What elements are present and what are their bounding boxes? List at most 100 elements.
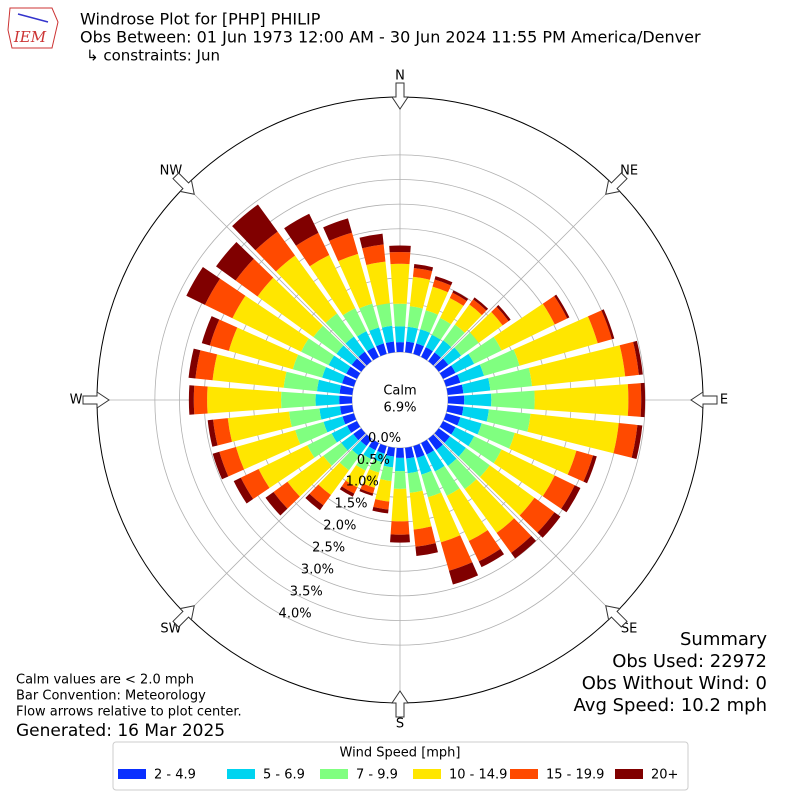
grid-spoke (433, 185, 615, 367)
radial-tick-label: 2.5% (312, 541, 345, 556)
wind-bar-segment (347, 421, 361, 433)
wind-bar-segment (488, 367, 533, 391)
summary-line: Summary (680, 629, 767, 650)
logo-shape (7, 7, 59, 49)
wind-bar-segment (315, 394, 340, 406)
wind-bar-segment (407, 306, 423, 329)
wind-bar-segment (509, 432, 577, 475)
wind-bar-segment (232, 204, 278, 251)
wind-bar-segment (356, 454, 372, 471)
wind-bar-segment (534, 384, 629, 416)
wind-bar-segment (328, 355, 351, 374)
wind-bar-segment (367, 347, 379, 361)
wind-bar-segment (412, 267, 433, 280)
wind-bar-segment (491, 390, 535, 410)
wind-bar-segment (369, 327, 384, 347)
wind-bar-segment (380, 465, 393, 482)
wind-bar-segment (434, 358, 449, 372)
legend-label: 5 - 6.9 (263, 768, 305, 783)
wind-bar-segment (353, 428, 366, 441)
wind-bar-segment (434, 428, 450, 443)
summary-line: Obs Used: 22972 (612, 651, 767, 672)
radial-tick-label: 3.5% (290, 584, 323, 599)
wind-bar-segment (322, 367, 345, 384)
note: Calm values are < 2.0 mph (16, 673, 194, 688)
wind-bar-segment (342, 308, 367, 337)
legend-swatch (320, 769, 348, 779)
wind-bar-segment (627, 383, 642, 417)
radial-tick-label: 2.0% (323, 519, 356, 534)
wind-bar-segment (309, 484, 331, 506)
flow-arrow (391, 82, 409, 110)
wind-bar-segment (468, 336, 502, 364)
wind-bar-segment (427, 492, 461, 543)
flow-arrow (82, 391, 110, 409)
wind-bar-segment (406, 457, 418, 474)
wind-bar-segment (439, 365, 456, 379)
wind-bar-segment (342, 375, 357, 387)
wind-bar-segment (323, 218, 352, 241)
wind-bar-segment (351, 358, 366, 372)
wind-bar-segment (305, 493, 324, 511)
wind-bar-segment (186, 267, 221, 305)
wind-bar-segment (359, 233, 384, 249)
wind-bar-segment (275, 255, 338, 323)
wind-bar-segment (447, 395, 465, 405)
wind-bar-segment (393, 303, 407, 327)
wind-bar-segment (351, 440, 367, 456)
wind-bar-segment (339, 395, 353, 405)
wind-bar-segment (390, 263, 410, 304)
wind-bar-segment (362, 244, 386, 265)
wind-bar-segment (443, 347, 462, 365)
wind-bar-segment (295, 421, 328, 445)
wind-bar-segment (542, 295, 568, 325)
wind-bar-segment (319, 406, 342, 420)
generated: Generated: 16 Mar 2025 (16, 721, 225, 741)
wind-bar-segment (519, 497, 555, 533)
wind-bar-segment (195, 350, 218, 381)
title: Windrose Plot for [PHP] PHILIP (80, 10, 321, 29)
wind-bar-segment (473, 297, 489, 311)
flow-arrow (391, 690, 409, 718)
wind-bar-segment (341, 480, 358, 494)
wind-bar-segment (362, 469, 380, 488)
wind-bar-segment (415, 543, 438, 557)
wind-bar-segment (413, 343, 424, 357)
direction-label: SW (160, 622, 181, 637)
wind-bar-segment (405, 446, 415, 459)
wind-bar-segment (359, 488, 374, 496)
wind-bar-segment (395, 342, 405, 353)
wind-bar-segment (528, 345, 626, 387)
wind-bar-segment (394, 326, 406, 343)
wind-bar-segment (207, 386, 282, 414)
wind-bar-segment (468, 436, 502, 464)
wind-bar-segment (640, 382, 646, 418)
wind-bar-segment (428, 434, 443, 450)
wind-bar-segment (425, 334, 441, 352)
wind-bar-segment (461, 378, 491, 394)
wind-bar-segment (461, 406, 489, 422)
wind-bar-segment (446, 405, 464, 416)
direction-label: N (395, 69, 405, 84)
wind-bar-segment (338, 253, 373, 309)
wind-bar-segment (201, 316, 220, 346)
wind-bar-segment (228, 327, 299, 370)
wind-bar-segment (452, 290, 469, 301)
radial-tick-label: 3.0% (301, 563, 334, 578)
wind-bar-segment (511, 535, 537, 559)
wind-bar-segment (235, 258, 274, 297)
wind-bar-segment (204, 278, 246, 319)
wind-bar-segment (313, 325, 344, 354)
wind-bar-segment (561, 485, 581, 513)
wind-bar-segment (325, 313, 354, 344)
legend-swatch (615, 769, 643, 779)
legend-label: 2 - 4.9 (154, 768, 196, 783)
logo-line (17, 13, 49, 23)
wind-bar-segment (440, 297, 464, 325)
wind-bar-segment (358, 351, 372, 366)
wind-bar-segment (213, 418, 232, 446)
flow-arrow (172, 605, 195, 628)
wind-bar-segment (357, 331, 375, 352)
wind-bar-segment (440, 535, 473, 571)
